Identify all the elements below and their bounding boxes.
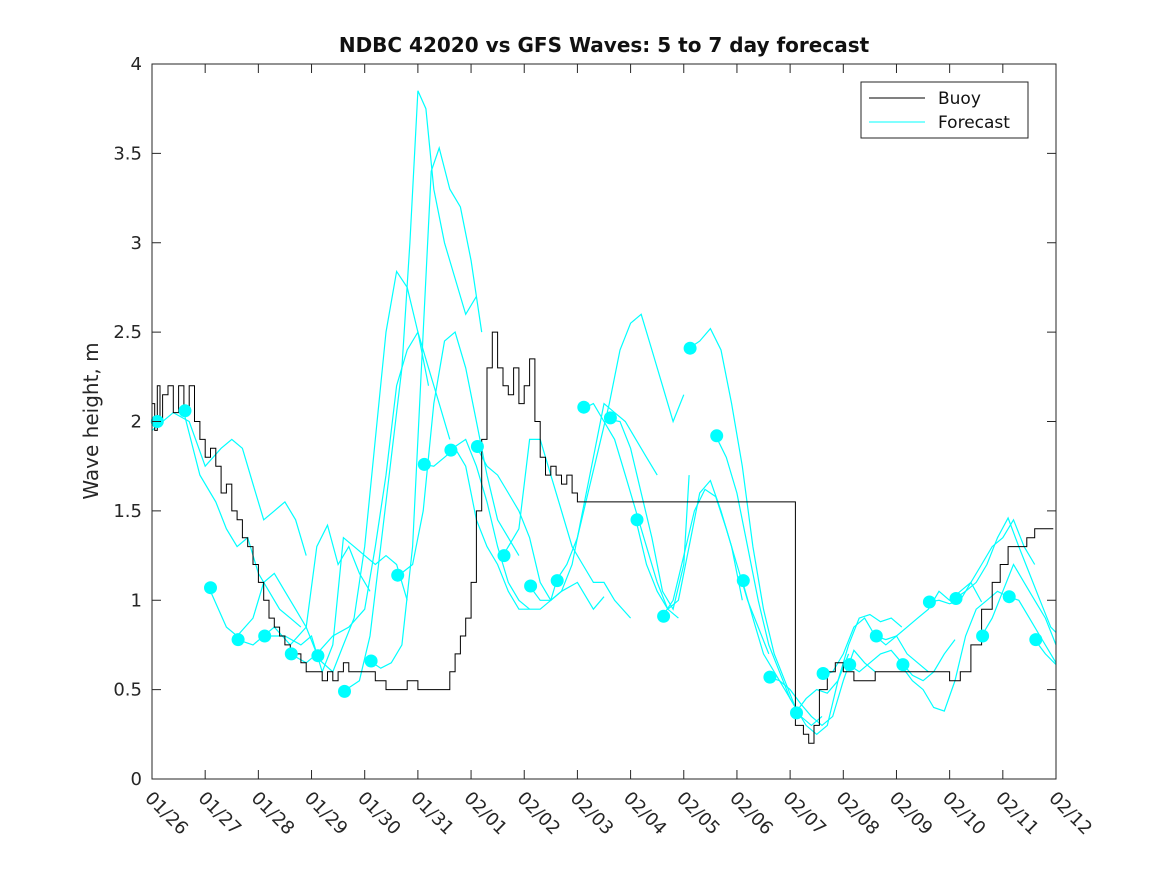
- legend-box: [860, 81, 1029, 139]
- forecast-line-32: [1007, 596, 1057, 664]
- forecast-marker-17: [603, 411, 617, 425]
- forecast-line-24: [794, 613, 903, 714]
- series-layer: [151, 90, 1057, 744]
- y-tick-label: 1: [131, 590, 142, 611]
- forecast-marker-31: [976, 629, 990, 643]
- y-tick-label: 0: [131, 769, 142, 790]
- forecast-line-12: [475, 446, 605, 611]
- forecast-line-8: [369, 145, 483, 669]
- forecast-marker-12: [470, 440, 484, 453]
- chart-title: NDBC 42020 vs GFS Waves: 5 to 7 day fore…: [339, 33, 870, 57]
- forecast-marker-1: [178, 404, 192, 418]
- forecast-line-30: [954, 516, 1057, 633]
- y-tick-label: 2.5: [113, 322, 142, 343]
- forecast-line-13: [502, 438, 632, 619]
- forecast-line-14: [529, 402, 658, 601]
- forecast-marker-25: [816, 667, 830, 680]
- forecast-line-19: [661, 488, 770, 655]
- legend-forecast-label: Forecast: [938, 113, 1010, 133]
- y-tick-label: 0.5: [113, 680, 142, 701]
- forecast-marker-16: [577, 400, 591, 414]
- forecast-marker-8: [364, 654, 378, 668]
- forecast-marker-2: [204, 581, 217, 595]
- y-tick-label: 3: [131, 233, 142, 254]
- legend: Buoy Forecast: [860, 81, 1029, 139]
- forecast-marker-18: [630, 513, 644, 527]
- forecast-line-15: [555, 313, 685, 581]
- forecast-line-9: [396, 331, 520, 578]
- forecast-line-31: [981, 563, 1057, 646]
- forecast-marker-23: [763, 670, 777, 684]
- forecast-marker-26: [843, 658, 857, 672]
- forecast-marker-9: [391, 568, 405, 582]
- forecast-marker-19: [657, 609, 671, 623]
- forecast-marker-11: [444, 443, 458, 457]
- forecast-marker-32: [1002, 590, 1016, 604]
- forecast-line-0: [151, 411, 307, 556]
- forecast-marker-29: [922, 595, 936, 609]
- forecast-marker-5: [284, 647, 298, 661]
- forecast-marker-13: [497, 549, 511, 563]
- forecast-line-16: [582, 402, 679, 619]
- forecast-line-27: [875, 581, 983, 641]
- forecast-marker-24: [790, 706, 803, 720]
- y-axis-label: Wave height, m: [79, 342, 103, 499]
- forecast-marker-3: [231, 633, 245, 647]
- forecast-line-17: [609, 419, 690, 611]
- forecast-marker-14: [524, 579, 538, 593]
- forecast-marker-6: [311, 649, 325, 663]
- forecast-markers: [150, 341, 1043, 720]
- legend-buoy-label: Buoy: [938, 89, 981, 109]
- forecast-marker-28: [896, 658, 910, 672]
- y-tick-label: 2: [131, 412, 142, 433]
- forecast-marker-4: [258, 629, 272, 643]
- forecast-line-7: [343, 90, 477, 692]
- forecast-line-11: [449, 438, 557, 610]
- forecast-marker-22: [736, 574, 750, 588]
- forecast-line-20: [688, 327, 796, 708]
- forecast-marker-20: [683, 341, 697, 355]
- forecast-marker-27: [869, 629, 883, 643]
- forecast-marker-7: [338, 684, 351, 698]
- forecast-marker-10: [417, 457, 431, 471]
- buoy-line: [152, 331, 1054, 744]
- y-axis-ticks: 0 0.5 1 1.5 2 2.5 3 3.5 4: [113, 54, 1056, 790]
- y-tick-label: 4: [131, 54, 142, 75]
- y-tick-label: 1.5: [113, 501, 142, 522]
- forecast-line-2: [209, 572, 318, 655]
- forecast-line-21: [715, 435, 823, 727]
- y-tick-label: 3.5: [113, 143, 142, 164]
- forecast-marker-21: [710, 429, 724, 443]
- forecast-marker-15: [550, 574, 564, 588]
- forecast-marker-33: [1029, 633, 1043, 647]
- forecast-line-23: [768, 649, 876, 727]
- forecast-marker-30: [949, 592, 963, 605]
- forecast-line-29: [928, 518, 1036, 605]
- forecast-line-6: [316, 269, 451, 673]
- forecast-line-4: [263, 536, 408, 674]
